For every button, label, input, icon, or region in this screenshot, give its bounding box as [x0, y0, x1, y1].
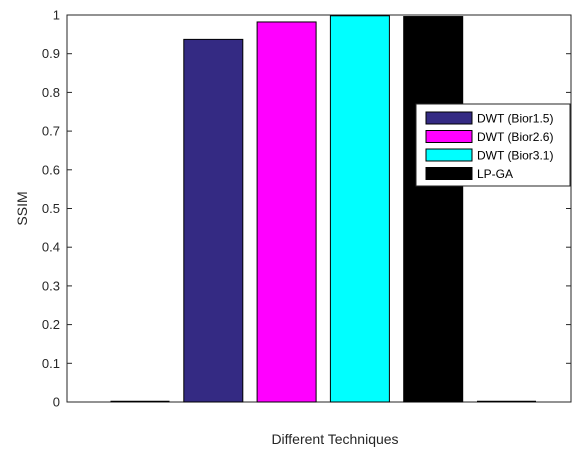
legend-label: DWT (Bior3.1)	[477, 149, 553, 163]
legend-swatch	[425, 111, 473, 125]
legend-label: DWT (Bior2.6)	[477, 130, 553, 144]
y-axis-label: SSIM	[14, 191, 30, 225]
bar-1	[183, 38, 244, 403]
y-tick-label: 0.8	[42, 85, 60, 100]
y-tick-label: 0.4	[42, 240, 60, 255]
legend-swatch	[425, 130, 473, 143]
y-tick-label: 0.6	[42, 162, 60, 177]
plot-area	[66, 14, 572, 403]
legend-label: LP-GA	[477, 167, 513, 181]
bar-2	[256, 21, 317, 403]
axes-frame	[66, 14, 572, 403]
legend-swatch	[425, 167, 473, 180]
legend: DWT (Bior1.5) DWT (Bior2.6) DWT (Bior3.1) L…	[415, 103, 571, 187]
y-tick-label: 0.9	[42, 46, 60, 61]
y-tick-label: 1	[53, 8, 60, 23]
y-tick-label: 0.5	[42, 201, 60, 216]
legend-label: DWT (Bior1.5)	[477, 112, 553, 126]
legend-swatch	[425, 148, 473, 162]
x-axis-label: Different Techniques	[271, 431, 398, 447]
bar-3	[329, 15, 390, 403]
y-axis-ticks: 0 0.1 0.2 0.3 0.4 0.5 0.6 0.7 0.8 0.9 1	[42, 8, 571, 410]
bars-group	[183, 15, 464, 403]
y-tick-label: 0.2	[42, 317, 60, 332]
y-tick-label: 0.1	[42, 356, 60, 371]
y-tick-label: 0.7	[42, 124, 60, 139]
y-tick-label: 0	[53, 395, 60, 410]
y-tick-label: 0.3	[42, 278, 60, 293]
bar-4	[403, 16, 464, 403]
